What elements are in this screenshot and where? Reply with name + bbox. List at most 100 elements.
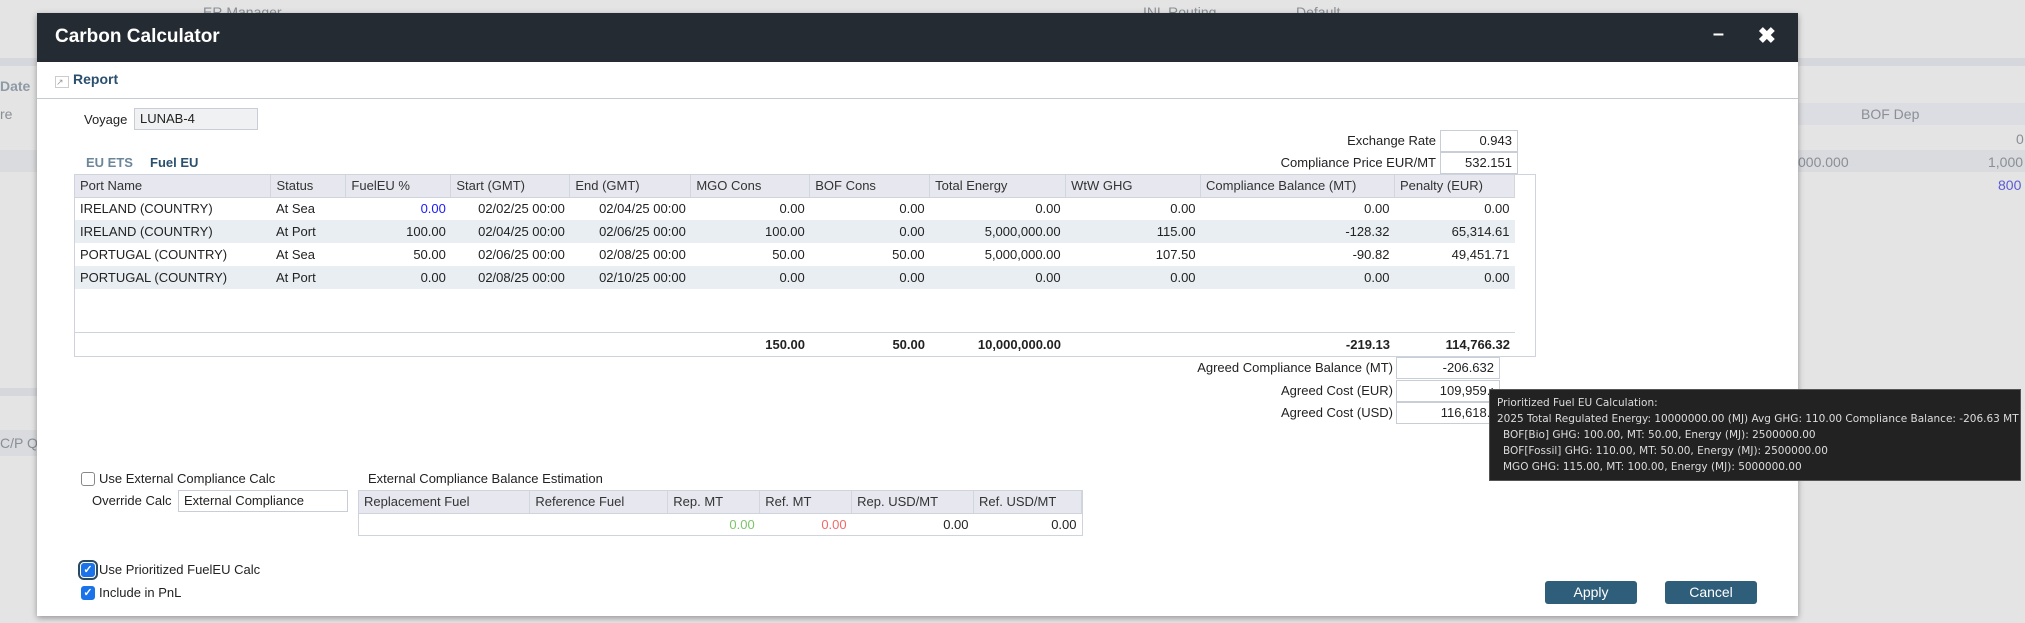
use-external-checkbox[interactable] — [81, 472, 95, 486]
table-cell: IRELAND (COUNTRY) — [75, 220, 271, 243]
table-cell: At Sea — [275, 201, 315, 217]
dialog-title: Carbon Calculator — [55, 26, 220, 47]
agreed-balance-field[interactable]: -206.632 — [1396, 357, 1500, 379]
table-cell: 50.00 — [772, 247, 805, 262]
background-text: 0 — [2016, 131, 2024, 147]
column-header[interactable]: WtW GHG — [1065, 175, 1202, 198]
background-text: Date — [0, 78, 31, 94]
table-cell[interactable]: 0.00 — [420, 201, 446, 217]
include-pnl-label: Include in PnL — [99, 585, 182, 600]
table-cell[interactable]: 50.00 — [413, 247, 446, 262]
table-row[interactable]: IRELAND (COUNTRY) At Port 100.00 02/04/25 0… — [75, 220, 1515, 243]
exchange-rate-field[interactable]: 0.943 — [1440, 130, 1518, 152]
table-cell: 02/10/25 00:00 — [569, 266, 691, 289]
agreed-cost-usd-field[interactable]: 116,618.: — [1396, 402, 1500, 424]
table-cell: 0.00 — [1065, 266, 1201, 289]
rep-mt-cell: 0.00 — [729, 516, 755, 532]
tooltip-line: Prioritized Fuel EU Calculation: — [1497, 397, 1658, 409]
table-cell: 65,314.61 — [1394, 220, 1515, 243]
table-cell: At Port — [270, 220, 346, 243]
column-header[interactable]: Compliance Balance (MT) — [1200, 175, 1395, 198]
tooltip-line: MGO GHG: 115.00, MT: 100.00, Energy (MJ)… — [1503, 461, 1802, 473]
ref-usd-cell: 0.00 — [1051, 516, 1077, 532]
compliance-price-label: Compliance Price EUR/MT — [1280, 155, 1436, 170]
table-cell: 0.00 — [809, 266, 930, 289]
table-cell: 0.00 — [1170, 201, 1196, 217]
column-header[interactable]: FuelEU % — [345, 175, 452, 198]
background-text: 1,000 — [1988, 154, 2024, 170]
table-cell: 0.00 — [809, 220, 930, 243]
table-cell: 100.00 — [690, 220, 810, 243]
table-cell: 02/02/25 00:00 — [478, 201, 565, 217]
table-cell: 5,000,000.00 — [984, 247, 1061, 262]
table-cell: 0.00 — [1035, 201, 1061, 217]
column-header[interactable]: Total Energy — [929, 175, 1067, 198]
tooltip-line: 2025 Total Regulated Energy: 10000000.00… — [1497, 413, 2019, 425]
table-cell[interactable]: 0.00 — [345, 266, 451, 289]
background-column-header — [1798, 103, 2025, 125]
table-cell: 0.00 — [929, 266, 1066, 289]
column-header[interactable]: Replacement Fuel — [359, 491, 531, 514]
exchange-rate-label: Exchange Rate — [1347, 133, 1436, 148]
override-calc-field[interactable]: External Compliance — [178, 490, 348, 512]
table-cell[interactable]: 100.00 — [345, 220, 451, 243]
voyage-field[interactable]: LUNAB-4 — [134, 108, 258, 130]
column-header[interactable]: Ref. USD/MT — [973, 491, 1082, 514]
divider — [37, 98, 1798, 99]
column-header[interactable]: Rep. MT — [667, 491, 761, 514]
table-row[interactable]: PORTUGAL (COUNTRY) At Port 0.00 02/08/25 00… — [75, 266, 1515, 289]
apply-button[interactable]: Apply — [1545, 581, 1637, 604]
compliance-price-field[interactable]: 532.151 — [1440, 152, 1518, 174]
column-header[interactable]: Status — [270, 175, 347, 198]
reference-fuel-cell[interactable] — [530, 513, 668, 535]
table-cell: 0.00 — [779, 201, 805, 217]
table-cell: 50.00 — [892, 247, 925, 262]
table-cell: 5,000,000.00 — [929, 220, 1066, 243]
ref-mt-cell: 0.00 — [821, 516, 847, 532]
table-cell: 02/08/25 00:00 — [599, 247, 686, 262]
include-pnl-checkbox[interactable]: ✓ — [81, 586, 95, 600]
table-cell: IRELAND (COUNTRY) — [80, 201, 213, 217]
column-header[interactable]: Ref. MT — [759, 491, 853, 514]
column-header[interactable]: Penalty (EUR) — [1394, 175, 1516, 198]
table-cell: 0.00 — [1484, 201, 1510, 217]
table-cell: At Sea — [275, 247, 315, 262]
table-cell: 0.00 — [1200, 266, 1395, 289]
total-penalty: 114,766.32 — [1395, 332, 1515, 356]
background-text: re — [0, 106, 13, 122]
total-balance: -219.13 — [1201, 332, 1395, 356]
replacement-fuel-cell[interactable] — [359, 513, 530, 535]
use-prioritized-checkbox[interactable]: ✓ — [78, 560, 98, 580]
column-header[interactable]: Start (GMT) — [450, 175, 571, 198]
prioritized-calc-tooltip: Prioritized Fuel EU Calculation: 2025 To… — [1489, 389, 2021, 481]
table-cell: 49,451.71 — [1451, 247, 1510, 262]
column-header[interactable]: Rep. USD/MT — [851, 491, 975, 514]
table-row[interactable]: PORTUGAL (COUNTRY) At Sea 50.00 02/06/25 00… — [75, 243, 1515, 266]
table-cell: 02/04/25 00:00 — [599, 201, 686, 217]
ext-row: 0.00 0.00 0.00 0.00 — [359, 513, 1082, 535]
close-icon[interactable]: ✖ — [1757, 23, 1776, 48]
column-header[interactable]: BOF Cons — [809, 175, 931, 198]
minimize-icon[interactable]: – — [1712, 23, 1724, 45]
dialog-header: Carbon Calculator – ✖ — [37, 13, 1798, 62]
table-cell: 02/06/25 00:00 — [569, 220, 691, 243]
background-text: BOF Dep — [1861, 106, 1920, 122]
totals-row: 150.00 50.00 10,000,000.00 -219.13 114,7… — [75, 332, 1515, 356]
column-header[interactable]: Port Name — [75, 175, 272, 198]
external-estimation-grid: Replacement Fuel Reference Fuel Rep. MT … — [358, 490, 1083, 536]
ext-header-row: Replacement Fuel Reference Fuel Rep. MT … — [359, 491, 1082, 514]
total-energy: 10,000,000.00 — [930, 332, 1066, 356]
agreed-cost-eur-field[interactable]: 109,959.: — [1396, 380, 1500, 402]
background-text: C/P Q — [0, 435, 38, 451]
table-cell: 0.00 — [1364, 201, 1390, 217]
report-button[interactable]: ↗ Report — [55, 71, 118, 88]
fuel-eu-grid: Port Name Status FuelEU % Start (GMT) En… — [74, 174, 1536, 357]
column-header[interactable]: Reference Fuel — [529, 491, 669, 514]
table-row[interactable]: IRELAND (COUNTRY) At Sea 0.00 02/02/25 00:0… — [75, 197, 1515, 220]
column-header[interactable]: MGO Cons — [690, 175, 811, 198]
column-header[interactable]: End (GMT) — [569, 175, 692, 198]
ext-title: External Compliance Balance Estimation — [368, 471, 603, 486]
cancel-button[interactable]: Cancel — [1665, 581, 1757, 604]
tab-eu-ets[interactable]: EU ETS — [86, 155, 133, 170]
background-row — [0, 430, 40, 456]
